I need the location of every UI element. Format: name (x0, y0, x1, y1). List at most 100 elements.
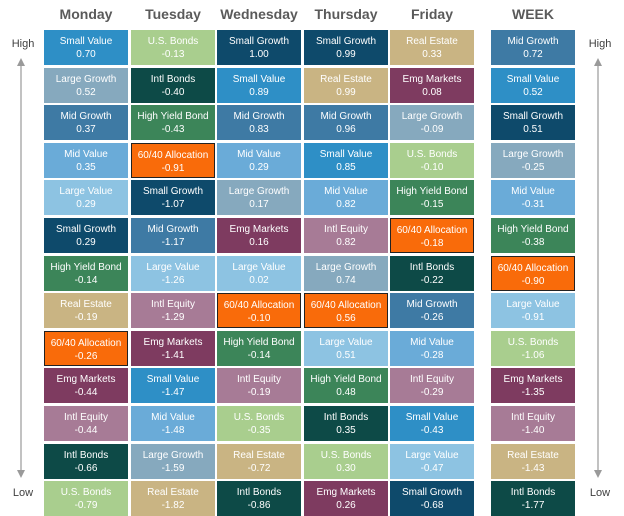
table-cell: High Yield Bond -0.14 (217, 330, 301, 366)
table-cell: 60/40 Allocation -0.18 (390, 218, 474, 253)
column-header-monday: Monday (59, 6, 113, 22)
return-value-label: -0.44 (74, 425, 98, 436)
asset-class-label: Large Value (146, 261, 200, 273)
return-value-label: -0.66 (74, 462, 98, 474)
table-cell: Mid Growth 0.37 (44, 105, 128, 141)
table-cell: 60/40 Allocation 0.56 (304, 293, 388, 329)
asset-class-label: Large Growth (228, 186, 290, 198)
table-cell: U.S. Bonds -0.35 (217, 406, 301, 441)
return-value-label: 0.74 (336, 274, 356, 286)
table-cell: Mid Growth 0.83 (217, 105, 301, 141)
asset-class-label: 60/40 Allocation (137, 149, 209, 161)
asset-class-label: Small Growth (401, 487, 462, 499)
return-value-label: -0.91 (161, 162, 185, 174)
return-value-label: -1.59 (161, 462, 185, 474)
asset-class-label: Real Estate (320, 73, 372, 85)
return-value-label: 0.35 (336, 425, 356, 436)
table-cell: High Yield Bond -0.15 (390, 180, 474, 216)
return-value-label: 0.29 (76, 199, 96, 211)
table-cell: Large Value -0.47 (390, 443, 474, 479)
table-cell: Real Estate -1.43 (491, 443, 575, 479)
return-value-label: 0.96 (336, 124, 356, 136)
return-value-label: 0.33 (422, 49, 442, 60)
asset-class-label: U.S. Bonds (507, 336, 559, 348)
double-arrow-left-icon (17, 58, 25, 478)
return-value-label: 0.70 (76, 49, 96, 60)
asset-class-label: Small Value (146, 374, 200, 386)
return-value-label: -0.43 (420, 425, 444, 436)
table-cell: U.S. Bonds -0.10 (390, 142, 474, 178)
return-value-label: -0.35 (247, 425, 271, 436)
asset-class-label: Mid Growth (406, 299, 458, 311)
return-value-label: -0.68 (420, 500, 444, 512)
table-cell: Emg Markets 0.16 (217, 218, 301, 253)
table-cell: High Yield Bond -0.38 (491, 218, 575, 253)
asset-class-label: Mid Growth (507, 36, 559, 47)
return-value-label: -0.14 (74, 274, 98, 286)
asset-class-label: U.S. Bonds (147, 36, 199, 47)
table-cell: Large Growth -0.25 (491, 142, 575, 178)
return-value-label: 0.83 (249, 124, 269, 136)
return-value-label: -0.72 (247, 462, 271, 474)
return-value-label: -0.25 (521, 161, 545, 173)
asset-class-label: High Yield Bond (50, 261, 122, 273)
asset-class-label: Real Estate (147, 487, 199, 499)
table-cell: 60/40 Allocation -0.90 (491, 255, 575, 291)
return-value-label: 0.08 (422, 86, 442, 98)
table-cell: Intl Equity -0.44 (44, 406, 128, 441)
return-value-label: -0.18 (420, 238, 444, 249)
return-value-label: -1.43 (521, 462, 545, 474)
asset-class-label: Large Growth (502, 148, 564, 160)
table-cell: Large Growth 0.52 (44, 67, 128, 103)
return-value-label: -0.10 (247, 313, 271, 325)
asset-class-label: Intl Equity (511, 412, 555, 423)
asset-class-label: Mid Value (511, 186, 555, 198)
asset-class-label: High Yield Bond (497, 224, 569, 235)
return-value-label: 0.17 (249, 199, 269, 211)
asset-class-label: Small Growth (315, 36, 376, 47)
table-cell: Intl Equity 0.82 (304, 218, 388, 253)
return-value-label: -1.82 (161, 500, 185, 512)
return-value-label: -1.26 (161, 274, 185, 286)
return-value-label: 0.26 (336, 500, 356, 512)
asset-class-label: Large Growth (401, 111, 463, 123)
asset-class-label: Intl Equity (237, 374, 281, 386)
asset-class-label: Small Value (506, 73, 560, 85)
table-cell: U.S. Bonds -0.13 (131, 30, 215, 65)
return-value-label: -1.40 (521, 425, 545, 436)
asset-class-label: Real Estate (60, 299, 112, 311)
return-value-label: -0.91 (521, 312, 545, 324)
asset-class-label: High Yield Bond (137, 111, 209, 123)
table-cell: Mid Value -0.31 (491, 180, 575, 216)
return-value-label: 0.37 (76, 124, 96, 136)
asset-class-label: 60/40 Allocation (396, 225, 468, 236)
table-cell: Mid Growth 0.96 (304, 105, 388, 141)
return-value-label: 0.52 (76, 86, 96, 98)
asset-class-label: Large Growth (142, 449, 204, 461)
table-cell: Emg Markets 0.08 (390, 67, 474, 103)
return-value-label: 0.30 (336, 462, 356, 474)
table-cell: Large Growth -0.09 (390, 105, 474, 141)
return-value-label: -0.38 (521, 237, 545, 248)
return-value-label: -0.26 (420, 312, 444, 324)
table-cell: Large Growth 0.17 (217, 180, 301, 216)
table-cell: 60/40 Allocation -0.10 (217, 293, 301, 329)
table-cell: Large Value 0.51 (304, 330, 388, 366)
return-value-label: -0.10 (420, 161, 444, 173)
asset-class-label: U.S. Bonds (320, 449, 372, 461)
table-cell: U.S. Bonds -0.79 (44, 481, 128, 516)
asset-class-label: Mid Value (64, 148, 108, 160)
asset-class-label: Large Value (319, 336, 373, 348)
return-value-label: -0.86 (247, 500, 271, 512)
return-value-label: 0.35 (76, 161, 96, 173)
return-value-label: -0.40 (161, 86, 185, 98)
asset-class-label: Small Growth (142, 186, 203, 198)
asset-class-label: Intl Bonds (236, 487, 282, 499)
asset-class-label: U.S. Bonds (60, 487, 112, 499)
double-arrow-right-icon (594, 58, 602, 478)
return-value-label: -0.29 (420, 387, 444, 399)
return-value-label: 1.00 (249, 49, 269, 60)
asset-class-label: Intl Equity (324, 224, 368, 235)
table-cell: Real Estate -0.19 (44, 293, 128, 329)
table-cell: Intl Bonds -0.66 (44, 443, 128, 479)
